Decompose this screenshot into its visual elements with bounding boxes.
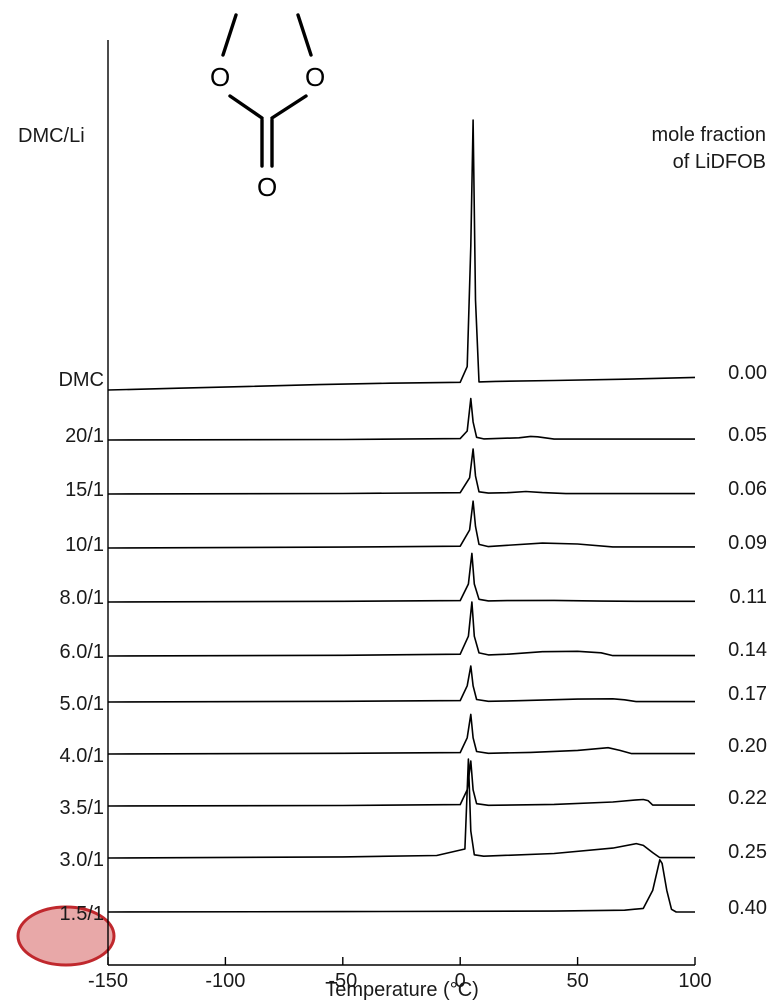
trace-4-0-1 [107,713,695,755]
series-labels: DMC 0.00 20/1 0.05 15/1 0.06 10/1 0.09 8.0/1 0.11… [58,362,767,925]
series-fraction-label: 0.14 [728,639,767,661]
x-tick-label: -100 [205,970,245,992]
molecule-bond [296,13,313,57]
series-fraction-label: 0.11 [730,586,767,608]
series-fraction-label: 0.06 [728,478,767,500]
series-fraction-label: 0.09 [728,532,767,554]
highlight-circle [16,905,116,967]
series-fraction-label: 0.20 [728,735,767,757]
series-ratio-label: 3.5/1 [60,797,104,819]
trace-8-0-1 [107,552,695,603]
molecule-bond [228,94,264,120]
series-ratio-label: 5.0/1 [60,693,104,715]
trace-1-5-1 [107,858,695,913]
series-ratio-label: 1.5/1 [60,903,104,925]
series-fraction-label: 0.00 [728,362,767,384]
molecule-bond [221,13,238,57]
x-ticks: -150 -100 -50 0 50 100 [88,957,712,992]
series-ratio-label: 3.0/1 [60,849,104,871]
trace-5-0-1 [107,665,695,703]
trace-20-1 [107,397,695,441]
series-fraction-label: 0.05 [728,424,767,446]
x-tick-label: 100 [678,970,711,992]
series-fraction-label: 0.22 [728,787,767,809]
trace-3-5-1 [107,760,695,807]
series-ratio-label: DMC [58,369,104,391]
right-header-line1: mole fraction [652,124,767,146]
series-ratio-label: 6.0/1 [60,641,104,663]
series-ratio-label: 20/1 [65,425,104,447]
series-ratio-label: 4.0/1 [60,745,104,767]
trace-DMC [107,119,696,391]
molecule-atom-o-carbonyl: O [257,172,277,202]
x-axis-label: Temperature (°C) [325,979,479,1001]
left-header: DMC/Li [18,125,85,147]
x-tick-label: -50 [328,970,357,992]
trace-6-0-1 [107,601,695,657]
series-ratio-label: 8.0/1 [60,587,104,609]
x-tick-label: -150 [88,970,128,992]
molecule-bond [270,94,308,120]
x-tick-label: 50 [566,970,588,992]
series-fraction-label: 0.40 [728,897,767,919]
series-ratio-label: 15/1 [65,479,104,501]
right-header-line2: of LiDFOB [673,151,766,173]
trace-3-0-1 [107,758,695,859]
trace-10-1 [107,500,695,549]
series-fraction-label: 0.17 [728,683,767,705]
trace-15-1 [107,448,695,495]
x-tick-label: 0 [455,970,466,992]
molecule-atom-o-right: O [305,62,325,92]
x-axis-label-text: Temperature (°C) [325,979,479,1001]
series-fraction-label: 0.25 [728,841,767,863]
molecule-structure: O O O [210,13,325,202]
series-ratio-label: 10/1 [65,534,104,556]
molecule-atom-o-left: O [210,62,230,92]
traces [107,119,696,913]
